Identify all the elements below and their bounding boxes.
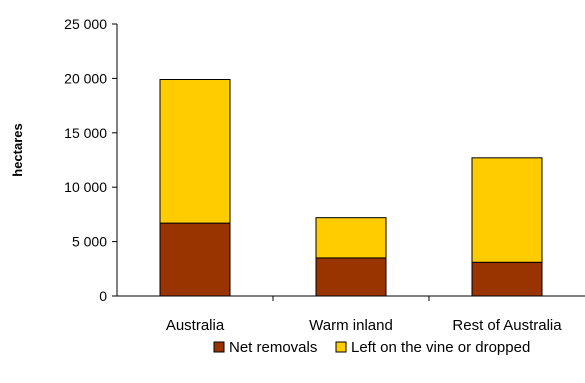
x-tick-label: Australia — [166, 317, 225, 334]
y-tick-label: 5 000 — [72, 234, 107, 250]
y-tick-label: 25 000 — [64, 16, 107, 32]
bar-net-removals-0 — [159, 222, 231, 297]
bar-left-on-vine-1 — [315, 217, 387, 259]
bar-left-on-vine-2 — [471, 157, 543, 263]
y-tick-label: 15 000 — [64, 125, 107, 141]
y-tick-label: 10 000 — [64, 179, 107, 195]
y-tick-label: 0 — [99, 288, 107, 304]
y-tick-label: 20 000 — [64, 70, 107, 86]
bar-left-on-vine-0 — [159, 78, 231, 224]
bars-group — [159, 78, 543, 297]
x-ticks-group: Australia Warm inland Rest of Australia — [166, 296, 562, 334]
legend: Net removals Left on the vine or dropped — [213, 339, 530, 356]
legend-swatch — [335, 341, 347, 353]
legend-swatch — [213, 341, 225, 353]
legend-label: Net removals — [229, 339, 317, 356]
legend-label: Left on the vine or dropped — [351, 339, 530, 356]
bar-net-removals-2 — [471, 261, 543, 297]
y-axis-title: hectares — [10, 123, 25, 176]
x-tick-label: Rest of Australia — [452, 317, 562, 334]
bar-net-removals-1 — [315, 257, 387, 297]
x-tick-label: Warm inland — [309, 317, 393, 334]
y-ticks-group: 0 5 000 10 000 15 000 20 000 25 000 — [64, 16, 117, 304]
